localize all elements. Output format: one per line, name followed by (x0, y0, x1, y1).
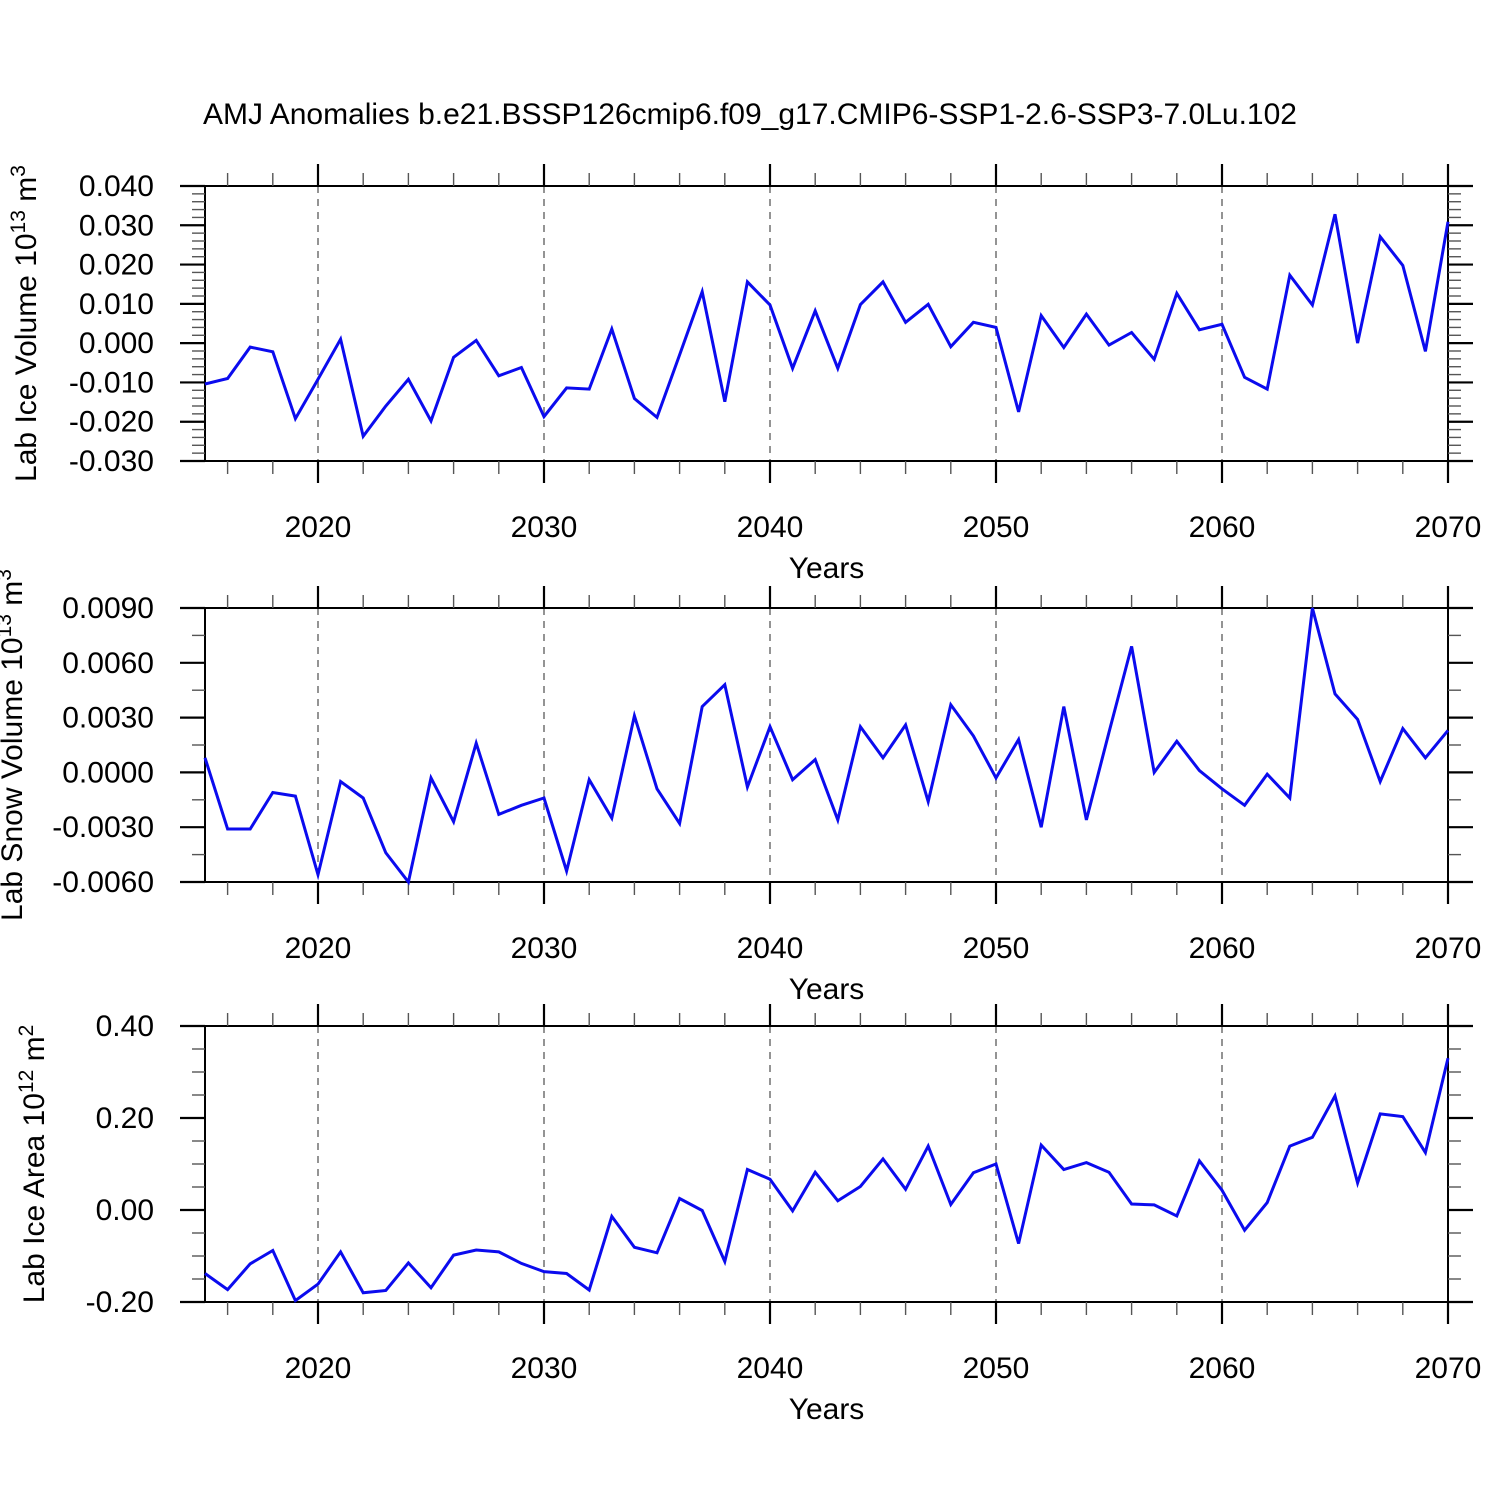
y-tick-label: 0.030 (79, 209, 154, 242)
y-tick-label: 0.00 (96, 1194, 154, 1227)
y-tick-label: 0.000 (79, 327, 154, 360)
x-tick-label: 2070 (1415, 1352, 1482, 1385)
x-tick-label: 2070 (1415, 932, 1482, 965)
x-tick-label: 2040 (737, 1352, 804, 1385)
x-tick-label: 2030 (511, 511, 578, 544)
chart-title: AMJ Anomalies b.e21.BSSP126cmip6.f09_g17… (203, 98, 1297, 131)
x-axis-title: Years (789, 973, 865, 1006)
y-tick-label: 0.0030 (62, 702, 154, 735)
x-tick-label: 2040 (737, 932, 804, 965)
x-axis-title: Years (789, 552, 865, 585)
y-tick-label: 0.040 (79, 170, 154, 203)
y-tick-label: 0.010 (79, 288, 154, 321)
x-tick-label: 2060 (1189, 1352, 1256, 1385)
x-axis-title: Years (789, 1393, 865, 1426)
x-tick-label: 2070 (1415, 511, 1482, 544)
data-line (204, 213, 1450, 440)
x-tick-label: 2060 (1189, 511, 1256, 544)
y-axis-title: Lab Snow Volume 1013 m3 (0, 569, 29, 921)
data-line (203, 607, 1450, 886)
y-axis-title: Lab Ice Area 1012 m2 (15, 1025, 51, 1304)
y-tick-label: -0.030 (69, 445, 154, 478)
x-tick-label: 2020 (285, 1352, 352, 1385)
x-tick-label: 2030 (511, 1352, 578, 1385)
plot-frame (204, 185, 1449, 462)
plot-frame (204, 607, 1449, 883)
x-tick-label: 2050 (963, 1352, 1030, 1385)
y-tick-label: -0.0060 (52, 866, 154, 899)
x-tick-label: 2060 (1189, 932, 1256, 965)
y-tick-label: -0.20 (86, 1286, 154, 1319)
y-axis-title: Lab Ice Volume 1013 m3 (7, 165, 43, 482)
x-tick-label: 2050 (963, 932, 1030, 965)
x-tick-label: 2020 (285, 511, 352, 544)
y-tick-label: 0.0090 (62, 592, 154, 625)
y-tick-label: 0.0060 (62, 647, 154, 680)
y-tick-label: 0.40 (96, 1010, 154, 1043)
y-tick-label: 0.0000 (62, 756, 154, 789)
x-tick-label: 2020 (285, 932, 352, 965)
y-tick-label: -0.010 (69, 366, 154, 399)
data-line (204, 1057, 1450, 1303)
y-tick-label: 0.20 (96, 1102, 154, 1135)
y-tick-label: 0.020 (79, 249, 154, 282)
y-tick-label: -0.020 (69, 406, 154, 439)
x-tick-label: 2040 (737, 511, 804, 544)
x-tick-label: 2030 (511, 932, 578, 965)
plot-frame (204, 1025, 1449, 1303)
x-tick-label: 2050 (963, 511, 1030, 544)
y-tick-label: -0.0030 (52, 811, 154, 844)
